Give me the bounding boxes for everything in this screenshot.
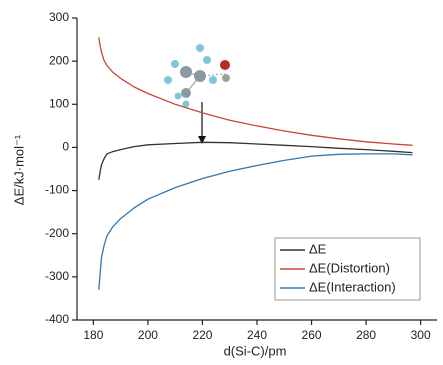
atom: [203, 56, 211, 64]
chart: d(Si-C)/pm ΔE/kJ·mol⁻¹ -400 -300 -200 -100 0…: [0, 0, 443, 365]
y-tick-label: -300: [45, 269, 69, 283]
legend-label: ΔE(Distortion): [309, 260, 390, 275]
x-tick-label: 300: [411, 328, 431, 342]
x-tick-label: 220: [192, 328, 212, 342]
atom: [181, 88, 191, 98]
atom: [222, 74, 230, 82]
series-line: [99, 37, 413, 145]
atom: [175, 93, 182, 100]
x-tick-label: 260: [302, 328, 322, 342]
y-tick-label: 0: [62, 140, 69, 154]
atom: [196, 44, 204, 52]
atom: [180, 66, 192, 78]
x-tick-label: 240: [247, 328, 267, 342]
molecule: [164, 44, 230, 144]
legend-label: ΔE: [309, 241, 327, 256]
atom: [164, 76, 172, 84]
x-tick-label: 200: [138, 328, 158, 342]
y-tick-label: -100: [45, 183, 69, 197]
atom: [209, 76, 217, 84]
atom: [220, 60, 230, 70]
legend-label: ΔE(Interaction): [309, 279, 396, 294]
y-axis-label: ΔE/kJ·mol⁻¹: [11, 134, 26, 205]
x-axis-label: d(Si-C)/pm: [224, 343, 287, 358]
y-tick-label: 200: [49, 53, 69, 67]
y-tick-label: 100: [49, 96, 69, 110]
atom: [194, 70, 206, 82]
y-tick-label: -200: [45, 226, 69, 240]
x-tick-label: 180: [83, 328, 103, 342]
y-tick-label: 300: [49, 10, 69, 24]
y-tick-label: -400: [45, 312, 69, 326]
x-tick-label: 280: [356, 328, 376, 342]
atom: [171, 60, 179, 68]
series-line: [99, 142, 413, 180]
